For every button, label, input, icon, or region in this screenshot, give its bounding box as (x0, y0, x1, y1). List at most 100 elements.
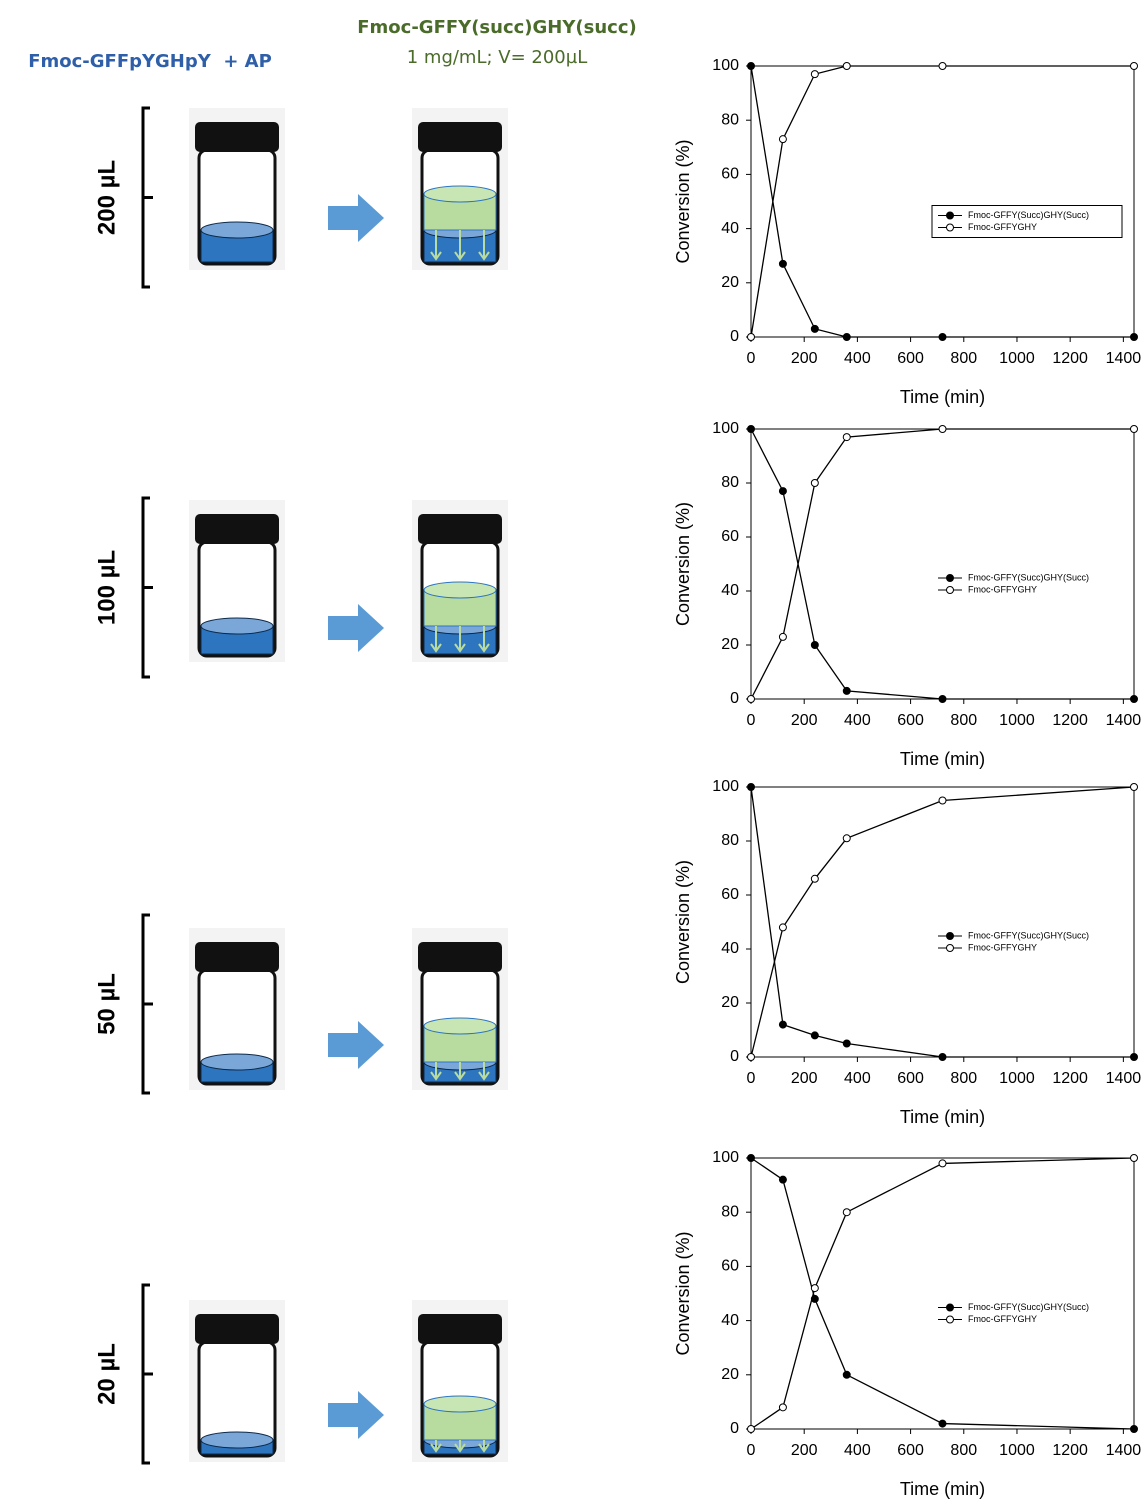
x-tick-label: 200 (791, 350, 818, 367)
diffusion-arrow (454, 626, 466, 653)
x-tick-label: 600 (897, 1070, 924, 1087)
plot-frame (750, 428, 1135, 700)
y-tick-label: 60 (721, 528, 739, 545)
marker (938, 1159, 947, 1168)
legend-label: Fmoc-GFFY(Succ)GHY(Succ) (968, 210, 1089, 220)
header-left: Fmoc-GFFpYGHpY + AP (28, 51, 272, 72)
marker (1130, 62, 1138, 70)
bracket (141, 1283, 153, 1465)
vial-cap (418, 122, 502, 152)
marker (810, 874, 819, 883)
y-tick-label: 40 (721, 940, 739, 957)
vial-cap (195, 1314, 279, 1344)
gel-surface (423, 581, 497, 599)
diffusion-arrow (478, 230, 490, 261)
liquid-surface (200, 1431, 274, 1449)
marker (810, 1294, 819, 1303)
vial-cap (195, 514, 279, 544)
x-tick-label: 400 (844, 1070, 871, 1087)
marker (842, 686, 851, 695)
marker (747, 695, 755, 703)
x-tick-label: 0 (747, 1070, 756, 1087)
diffusion-arrow (454, 1062, 466, 1081)
volume-label: 50 µL (93, 973, 120, 1035)
series-line (750, 65, 1134, 338)
volume-label: 200 µL (93, 160, 120, 235)
x-tick-label: 600 (897, 712, 924, 729)
marker (842, 62, 851, 70)
series-line (750, 1157, 1135, 1430)
diffusion-arrow (478, 1440, 490, 1453)
y-tick-label: 80 (721, 111, 739, 128)
volume-label: 20 µL (93, 1343, 120, 1405)
marker (1130, 1053, 1138, 1061)
marker (778, 487, 787, 496)
series-line (750, 428, 1134, 700)
arrow (328, 194, 384, 242)
legend-label: Fmoc-GFFY(Succ)GHY(Succ) (968, 1302, 1089, 1312)
marker (778, 1403, 787, 1412)
marker (747, 783, 755, 791)
header-product: Fmoc-GFFY(succ)GHY(succ) (357, 17, 636, 38)
marker (747, 1154, 755, 1162)
x-tick-label: 600 (897, 350, 924, 367)
legend-marker (946, 211, 954, 220)
y-tick-label: 20 (721, 994, 739, 1011)
x-tick-label: 400 (844, 1442, 871, 1459)
x-tick-label: 0 (747, 350, 756, 367)
x-axis-title: Time (min) (900, 1479, 985, 1499)
legend-marker (946, 944, 954, 952)
x-tick-label: 1000 (999, 712, 1035, 729)
y-tick-label: 100 (712, 1149, 739, 1166)
legend-label: Fmoc-GFFYGHY (968, 1314, 1037, 1324)
liquid-surface (200, 221, 274, 239)
x-tick-label: 800 (950, 350, 977, 367)
x-axis-title: Time (min) (900, 749, 985, 769)
x-tick-label: 200 (791, 1070, 818, 1087)
y-axis-title: Conversion (%) (673, 860, 693, 984)
legend-marker (946, 574, 954, 582)
marker (1130, 333, 1138, 341)
x-tick-label: 200 (791, 1442, 818, 1459)
y-tick-label: 0 (730, 328, 739, 345)
x-tick-label: 0 (747, 712, 756, 729)
marker (938, 796, 947, 805)
vial-cap (418, 514, 502, 544)
x-tick-label: 1000 (999, 1442, 1035, 1459)
x-tick-label: 800 (950, 712, 977, 729)
marker (842, 834, 851, 843)
legend-marker (946, 223, 954, 232)
marker (778, 632, 787, 641)
liquid-surface (200, 1053, 274, 1071)
x-tick-label: 1200 (1052, 350, 1088, 367)
y-tick-label: 60 (721, 1258, 739, 1275)
vial-cap (195, 122, 279, 152)
x-tick-label: 1000 (999, 350, 1035, 367)
legend-label: Fmoc-GFFYGHY (968, 222, 1037, 232)
diffusion-arrow (430, 230, 442, 261)
vial-cap (418, 942, 502, 972)
marker (1130, 783, 1138, 791)
y-tick-label: 20 (721, 636, 739, 653)
marker (747, 333, 755, 341)
bracket (141, 106, 153, 289)
x-tick-label: 400 (844, 712, 871, 729)
vial-cap (418, 1314, 502, 1344)
plot-frame (750, 1157, 1135, 1430)
y-tick-label: 40 (721, 582, 739, 599)
plot-frame (750, 786, 1135, 1058)
y-tick-label: 0 (730, 690, 739, 707)
x-tick-label: 1200 (1052, 1070, 1088, 1087)
marker (938, 1419, 947, 1428)
marker (1130, 1154, 1138, 1162)
x-tick-label: 1400 (1106, 1070, 1142, 1087)
diffusion-arrow (454, 230, 466, 261)
marker (747, 62, 755, 70)
diffusion-arrow (478, 626, 490, 653)
marker (938, 62, 947, 70)
marker (778, 135, 787, 144)
legend-frame (931, 205, 1123, 238)
volume-label: 100 µL (93, 550, 120, 625)
gel-surface (423, 1017, 497, 1035)
